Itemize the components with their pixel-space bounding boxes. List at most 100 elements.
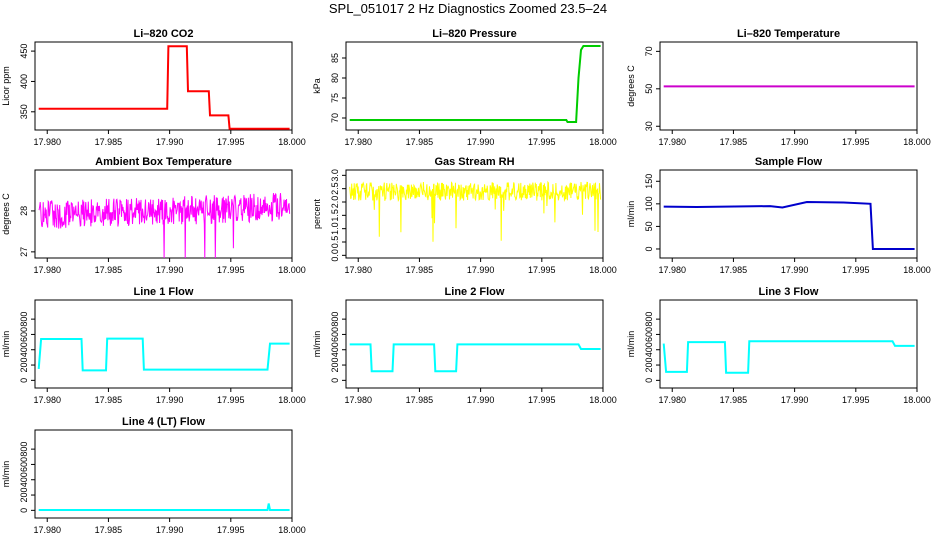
y-tick-label: 70	[644, 46, 654, 56]
y-tick-label: 200	[644, 358, 654, 373]
x-tick-label: 17.985	[406, 137, 434, 147]
series-line	[349, 180, 602, 242]
x-tick-label: 17.990	[467, 137, 495, 147]
x-tick-label: 18.000	[278, 265, 306, 275]
y-axis-label: ml/min	[626, 201, 636, 228]
y-tick-label: 400	[644, 342, 654, 357]
x-tick-label: 17.990	[781, 137, 809, 147]
x-tick-label: 17.980	[344, 265, 372, 275]
x-tick-label: 17.995	[217, 395, 245, 405]
y-axis-label: ml/min	[1, 331, 11, 358]
y-tick-label: 50	[644, 84, 654, 94]
y-tick-label: 400	[19, 342, 29, 357]
y-axis-label: degrees C	[626, 65, 636, 107]
x-tick-label: 17.985	[720, 137, 748, 147]
x-tick-label: 17.980	[658, 395, 686, 405]
plot-frame	[345, 299, 604, 389]
x-tick-label: 17.985	[406, 395, 434, 405]
chart-title: Li–820 CO2	[134, 28, 194, 40]
plot-frame	[659, 41, 918, 131]
chart-title: Gas Stream RH	[434, 156, 514, 168]
y-tick-label: 200	[330, 358, 340, 373]
y-tick-label: 0	[644, 378, 654, 383]
x-tick-label: 17.990	[467, 395, 495, 405]
x-tick-label: 18.000	[589, 395, 617, 405]
y-tick-label: 2.5	[330, 182, 340, 195]
x-tick-label: 17.995	[842, 137, 870, 147]
series-line	[349, 343, 601, 373]
x-tick-label: 17.980	[33, 395, 61, 405]
plot-frame	[34, 169, 293, 259]
x-tick-label: 18.000	[903, 265, 931, 275]
y-axis-label: ml/min	[626, 331, 636, 358]
y-tick-label: 800	[644, 312, 654, 327]
y-tick-label: 3.0	[330, 169, 340, 182]
x-tick-label: 18.000	[589, 137, 617, 147]
x-tick-label: 17.980	[33, 265, 61, 275]
x-tick-label: 17.990	[156, 265, 184, 275]
y-tick-label: 85	[330, 53, 340, 63]
chart-panel: Line 3 Flow ml/min 17.980 17.985 17.990 17.99…	[626, 286, 931, 405]
y-tick-label: 100	[644, 196, 654, 211]
page-title: SPL_051017 2 Hz Diagnostics Zoomed 23.5–…	[328, 1, 608, 16]
plot-frame	[34, 299, 293, 389]
x-tick-label: 17.985	[95, 137, 123, 147]
chart-panel: Line 1 Flow ml/min 17.980 17.985 17.990 17.99…	[1, 286, 306, 405]
series-line	[38, 503, 290, 511]
x-tick-label: 17.995	[217, 137, 245, 147]
chart-panel: Line 4 (LT) Flow ml/min 17.980 17.985 17.990…	[1, 416, 306, 535]
x-tick-label: 17.995	[528, 265, 556, 275]
x-tick-label: 17.985	[720, 265, 748, 275]
y-tick-label: 0	[644, 246, 654, 251]
x-tick-label: 18.000	[903, 395, 931, 405]
series-line	[38, 45, 290, 130]
y-tick-label: 600	[644, 327, 654, 342]
y-tick-label: 2.0	[330, 196, 340, 209]
plot-frame	[34, 429, 293, 519]
chart-title: Line 2 Flow	[445, 286, 505, 298]
chart-panel: Li–820 Pressure kPa 17.980 17.985 17.990 17.9…	[312, 28, 617, 147]
y-axis-label: kPa	[312, 78, 322, 94]
y-tick-label: 28	[19, 206, 29, 216]
chart-title: Line 1 Flow	[134, 286, 194, 298]
series-line	[662, 340, 915, 374]
y-tick-label: 600	[330, 327, 340, 342]
y-tick-label: 0.0	[330, 249, 340, 262]
y-tick-label: 150	[644, 174, 654, 189]
series-line	[663, 200, 915, 250]
chart-title: Sample Flow	[755, 156, 823, 168]
y-tick-label: 50	[644, 221, 654, 231]
x-tick-label: 18.000	[278, 395, 306, 405]
y-tick-label: 800	[330, 312, 340, 327]
y-tick-label: 600	[19, 327, 29, 342]
y-tick-label: 450	[19, 44, 29, 59]
x-tick-label: 17.980	[658, 137, 686, 147]
x-tick-label: 17.995	[842, 395, 870, 405]
y-tick-label: 0.5	[330, 236, 340, 249]
y-axis-label: ml/min	[312, 331, 322, 358]
chart-title: Li–820 Temperature	[737, 28, 840, 40]
y-tick-label: 27	[19, 247, 29, 257]
y-tick-label: 400	[19, 472, 29, 487]
y-tick-label: 200	[19, 358, 29, 373]
y-axis-label: ml/min	[1, 461, 11, 488]
x-tick-label: 18.000	[278, 525, 306, 535]
series-line	[37, 337, 290, 372]
chart-panel: Li–820 Temperature degrees C 17.980 17.985 1…	[626, 28, 931, 147]
plot-frame	[345, 41, 604, 131]
x-tick-label: 17.995	[217, 265, 245, 275]
y-tick-label: 70	[330, 113, 340, 123]
y-tick-label: 400	[330, 342, 340, 357]
x-tick-label: 17.980	[658, 265, 686, 275]
x-tick-label: 17.990	[156, 137, 184, 147]
y-tick-label: 400	[19, 74, 29, 89]
y-axis-label: Licor ppm	[1, 66, 11, 106]
x-tick-label: 17.980	[33, 137, 61, 147]
x-tick-label: 17.980	[344, 137, 372, 147]
chart-panel: Line 2 Flow ml/min 17.980 17.985 17.990 17.99…	[312, 286, 617, 405]
x-tick-label: 17.985	[95, 265, 123, 275]
chart-panel: Li–820 CO2 Licor ppm 17.980 17.985 17.990 17.…	[1, 28, 306, 147]
plot-frame	[34, 41, 293, 131]
x-tick-label: 18.000	[589, 265, 617, 275]
